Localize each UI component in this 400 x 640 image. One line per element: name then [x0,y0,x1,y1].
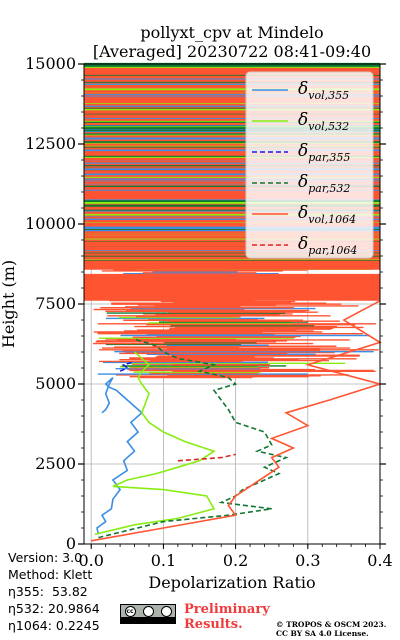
preliminary-line-1: Preliminary [184,602,270,617]
series-line-5 [91,300,383,542]
axis-ticks: 0.0 0.1 0.2 0.3 0.4 0 2500 5000 7500 10000 12500 15… [25,54,393,570]
x-tick-label: 0.2 [223,551,248,570]
legend-label-1: δvol,355 [298,79,349,102]
preliminary-notice: Preliminary Results. [184,602,270,632]
by-icon [142,606,154,617]
preliminary-line-2: Results. [184,617,243,632]
eta1064-text: η1064: 0.2245 [8,618,100,633]
y-tick-label: 2500 [35,454,76,473]
copyright-credit: © TROPOS & OSCM 2023. CC BY SA 4.0 Licen… [276,620,386,638]
method-text: Method: Klett [8,567,93,582]
x-tick-label: 0.3 [295,551,320,570]
series-line-2 [94,351,216,536]
eta355-text: η355: 53.82 [8,584,88,599]
x-tick-label: 0.0 [78,551,103,570]
series-lines [91,300,383,542]
legend-label-5: δvol,1064 [298,203,356,226]
y-tick-label: 15000 [25,54,76,73]
legend-label-6: δpar,1064 [298,234,357,257]
cc-icon: cc [124,606,136,617]
y-tick-label: 5000 [35,374,76,393]
y-tick-label: 12500 [25,134,76,153]
chart-title-line-2: [Averaged] 20230722 08:41-09:40 [93,42,371,61]
creative-commons-by-sa-icon: cc [120,604,176,624]
x-tick-label: 0.4 [367,551,392,570]
legend-label-4: δpar,532 [298,172,350,195]
credit-line-1: © TROPOS & OSCM 2023. [276,620,387,629]
legend-box [245,71,374,259]
chart-title-line-1: pollyxt_cpv at Mindelo [140,23,323,42]
y-tick-label: 10000 [25,214,76,233]
legend-label-3: δpar,355 [298,141,350,164]
y-tick-label: 0 [66,534,76,553]
cc-badge-bar [121,617,175,623]
credit-line-2: CC BY SA 4.0 License. [276,629,369,638]
x-axis-label: Depolarization Ratio [148,573,315,592]
sa-icon [160,606,172,617]
y-axis-label: Height (m) [0,260,18,348]
y-tick-label: 7500 [35,294,76,313]
x-tick-label: 0.1 [151,551,176,570]
version-text: Version: 3.0 [8,550,83,565]
legend: δvol,355 δvol,532 δpar,355 δpar,532 δvol,106… [245,71,374,259]
series-line-1 [96,377,144,535]
series-line-3 [119,360,135,372]
series-line-6 [177,453,236,462]
retrieval-info: Version: 3.0 Method: Klett η355: 53.82 η… [8,549,100,634]
legend-label-2: δvol,532 [298,110,349,133]
eta532-text: η532: 20.9864 [8,601,100,616]
